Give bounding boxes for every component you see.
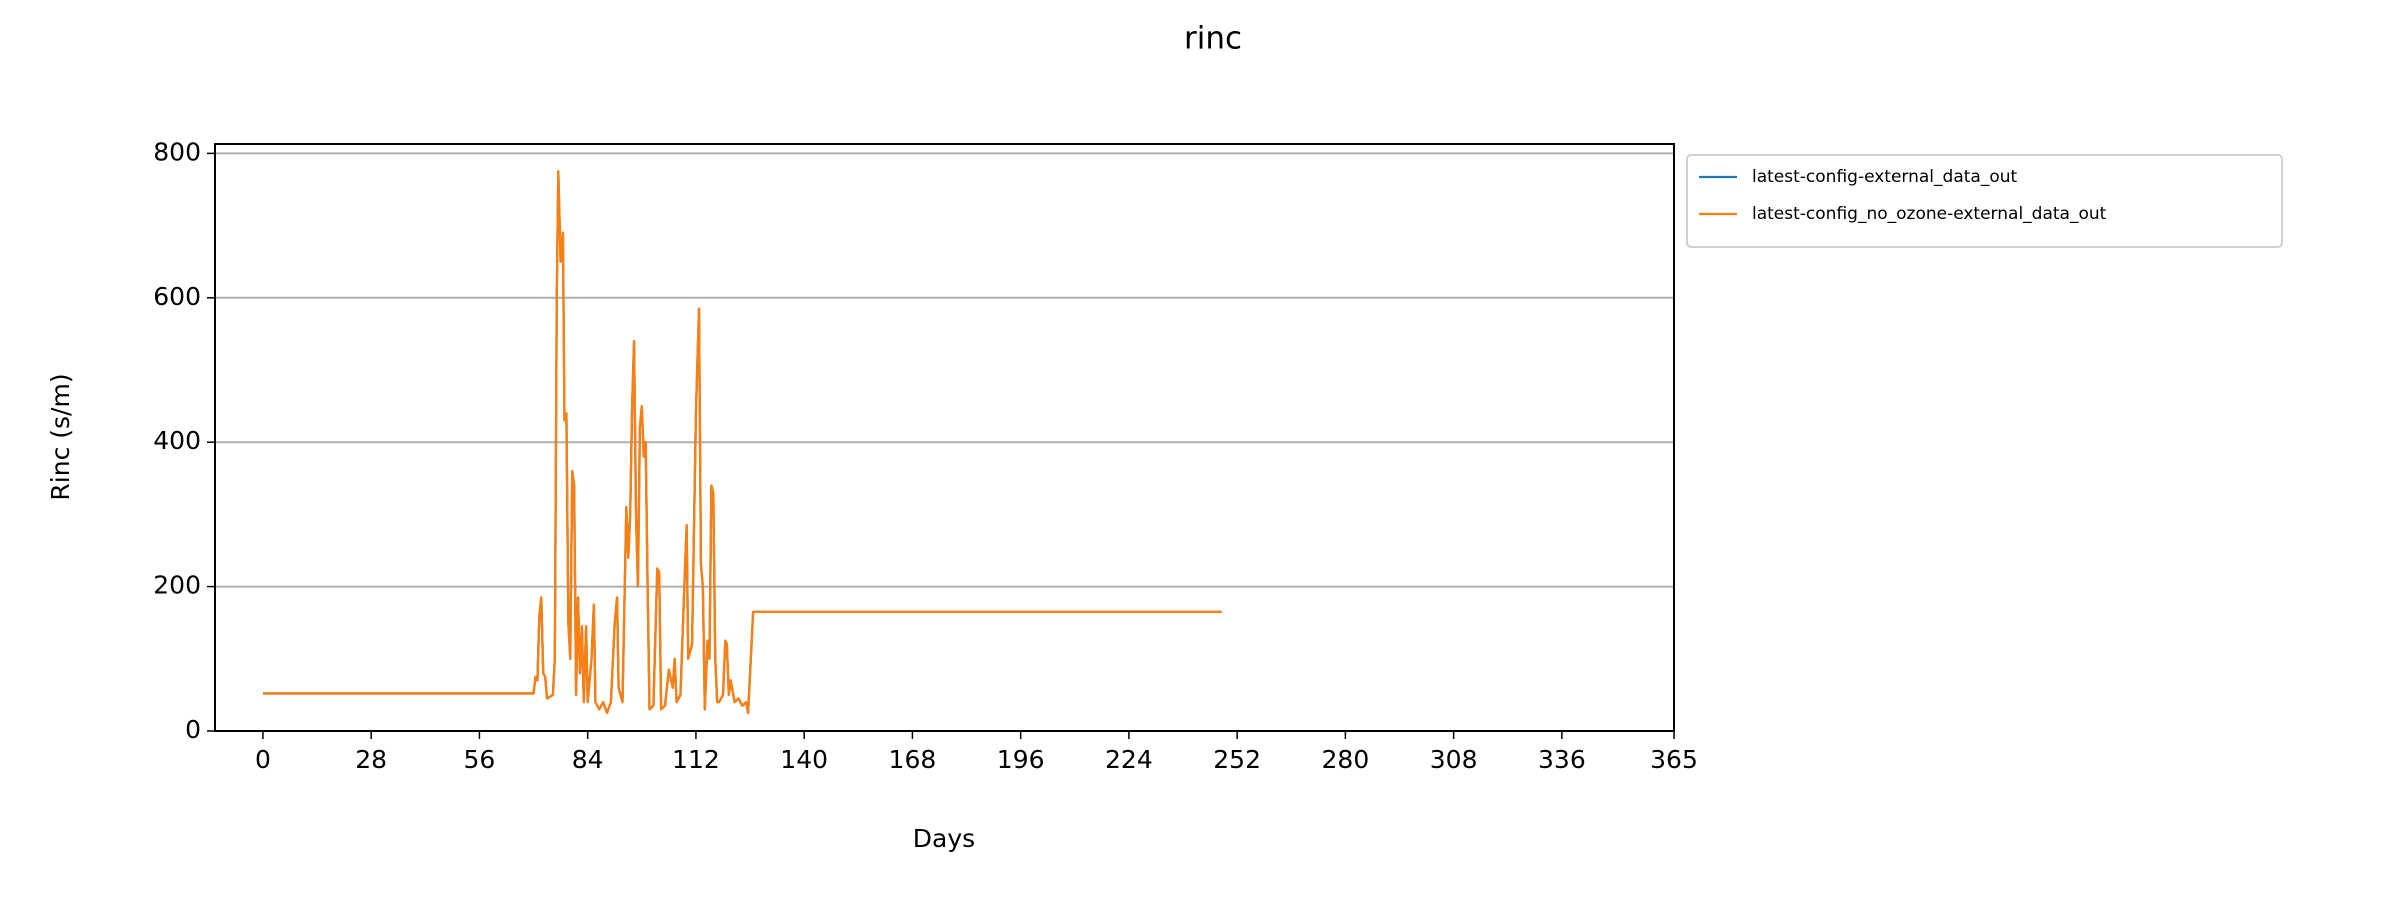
legend-label: latest-config-external_data_out: [1752, 167, 2017, 187]
x-tick-label: 252: [1213, 745, 1261, 774]
y-tick-label: 800: [153, 137, 201, 166]
y-tick-label: 600: [153, 282, 201, 311]
x-tick-label: 140: [780, 745, 828, 774]
x-tick-label: 365: [1650, 745, 1698, 774]
y-tick-label: 200: [153, 571, 201, 600]
x-tick-label: 28: [355, 745, 387, 774]
x-tick-label: 336: [1538, 745, 1586, 774]
x-tick-label: 0: [255, 745, 271, 774]
x-tick-label: 224: [1105, 745, 1153, 774]
y-axis-label: Rinc (s/m): [46, 373, 75, 500]
y-tick-label: 0: [185, 715, 201, 744]
plot-frame: [214, 143, 1675, 732]
x-tick-label: 168: [889, 745, 937, 774]
data-line: [262, 170, 1222, 715]
legend-box: [1686, 154, 2283, 248]
x-tick-label: 84: [572, 745, 604, 774]
chart-title: rinc: [1184, 21, 1242, 57]
x-tick-label: 112: [672, 745, 720, 774]
x-axis-label: Days: [913, 824, 975, 853]
x-tick-label: 196: [997, 745, 1045, 774]
x-tick-label: 56: [464, 745, 496, 774]
y-tick-label: 400: [153, 426, 201, 455]
x-tick-label: 308: [1430, 745, 1478, 774]
legend-label: latest-config_no_ozone-external_data_out: [1752, 204, 2107, 224]
x-tick-label: 280: [1322, 745, 1370, 774]
